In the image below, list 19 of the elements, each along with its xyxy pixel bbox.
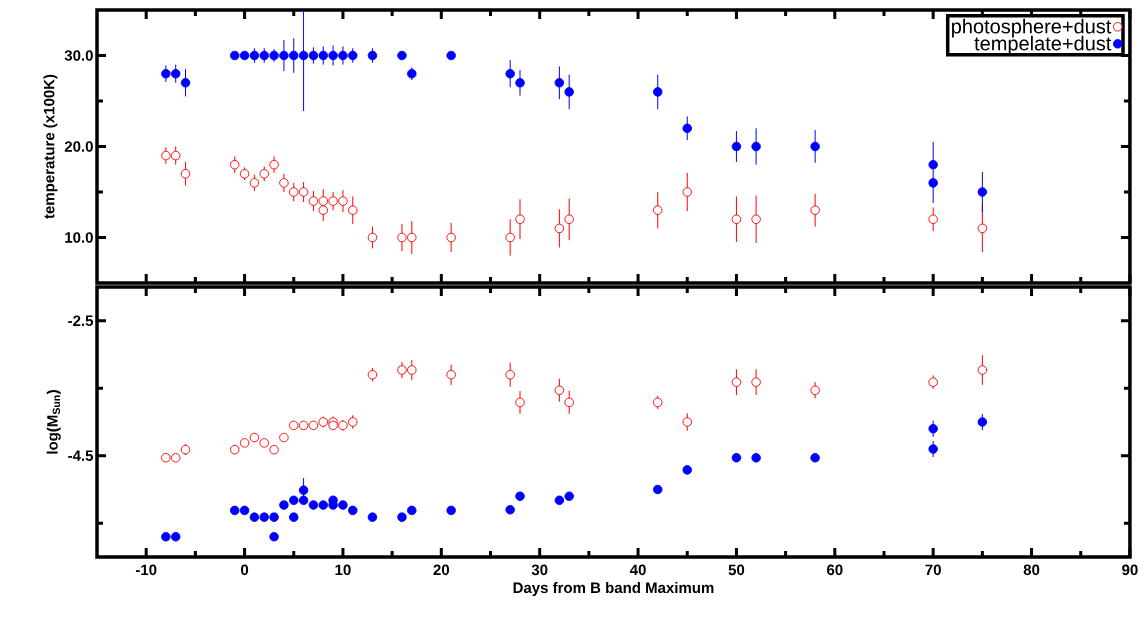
y-tick-label: -2.5 xyxy=(68,315,94,327)
y-axis-title: log(M$_{Sun}$) xyxy=(46,390,61,454)
x-tick-label: 0 xyxy=(240,564,249,576)
x-tick-label: 60 xyxy=(827,564,843,576)
y-tick-label: -4.5 xyxy=(68,450,94,461)
x-tick-label: 40 xyxy=(629,564,646,576)
y-tick-label: 10.0 xyxy=(65,232,93,243)
y-axis-title: temperature (x100K) xyxy=(43,74,58,219)
x-tick-label: 30 xyxy=(531,564,548,576)
y-tick-label: 20.0 xyxy=(64,141,93,152)
x-axis-title: Days from B band Maximum xyxy=(513,582,714,596)
x-tick-label: -10 xyxy=(135,564,157,576)
x-tick-label: 80 xyxy=(1023,564,1040,576)
x-tick-label: 90 xyxy=(1122,564,1138,576)
x-tick-label: 70 xyxy=(925,564,941,576)
x-tick-label: 20 xyxy=(433,564,450,576)
x-tick-label: 10 xyxy=(335,564,351,576)
x-tick-label: 50 xyxy=(728,564,745,576)
y-tick-label: 30.0 xyxy=(64,50,93,61)
